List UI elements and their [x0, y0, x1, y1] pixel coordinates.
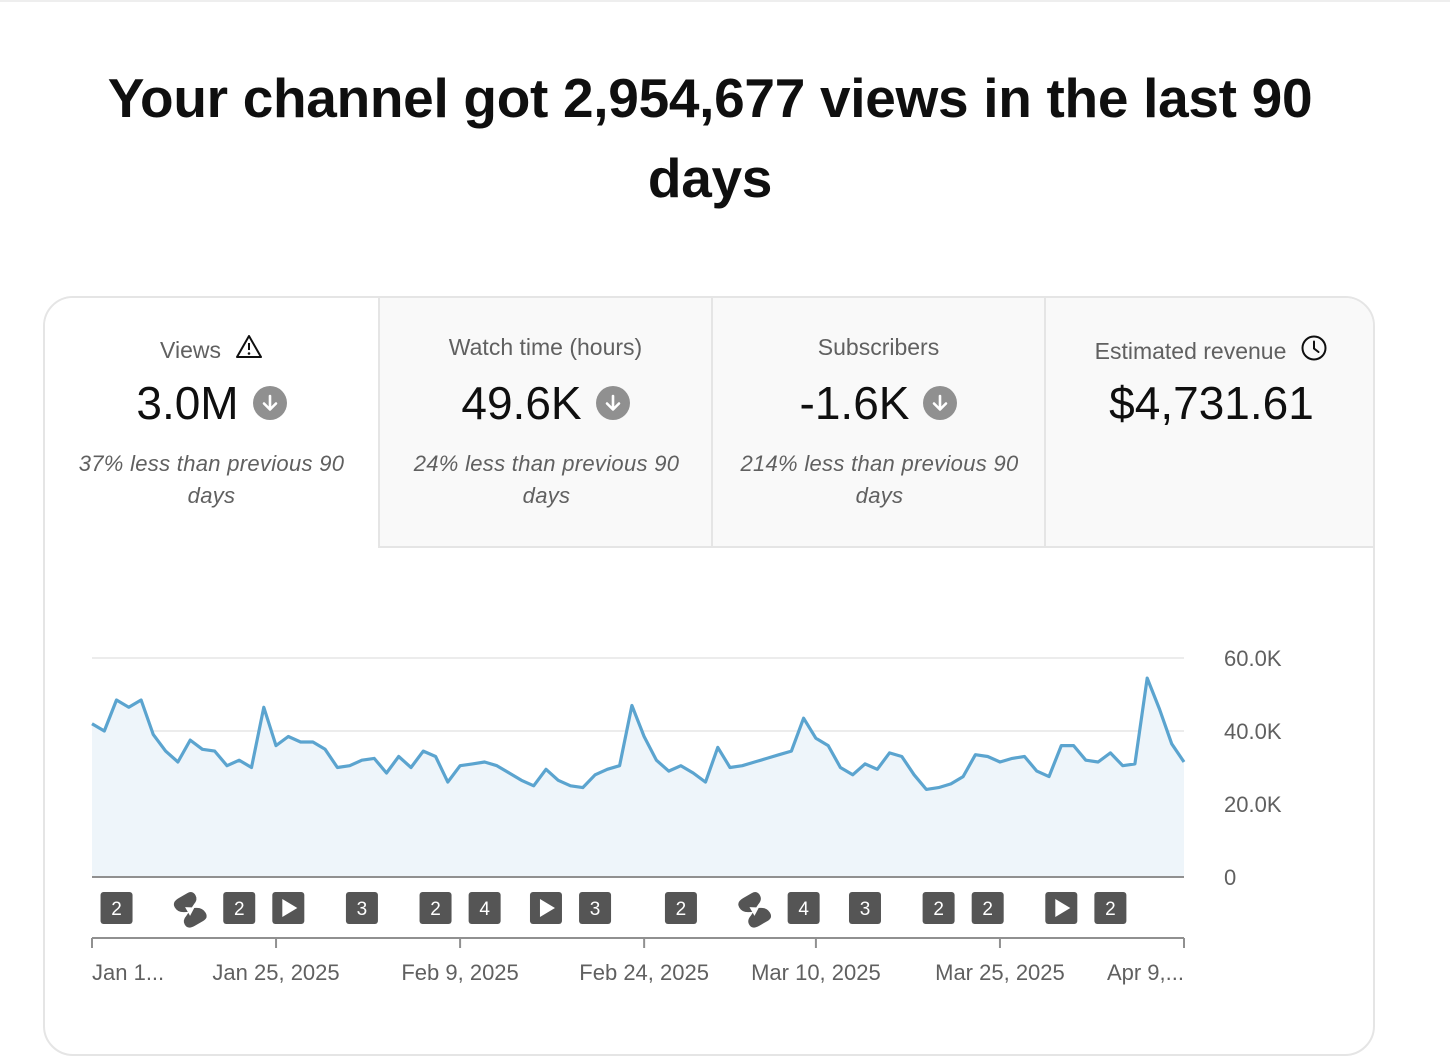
tab-label: Estimated revenue — [1094, 337, 1287, 364]
publish-count-label: 4 — [479, 899, 490, 920]
publish-count-marker[interactable]: 3 — [345, 892, 378, 924]
x-tick-label: Mar 10, 2025 — [751, 960, 881, 985]
publish-count-label: 2 — [234, 899, 245, 920]
publish-count-label: 4 — [798, 899, 809, 920]
views-area — [92, 678, 1184, 877]
publish-count-marker[interactable]: 2 — [922, 892, 955, 924]
x-tick-label: Feb 9, 2025 — [401, 960, 518, 985]
video-published-icon[interactable] — [529, 892, 562, 924]
shorts-published-icon[interactable] — [172, 890, 209, 930]
tab-comparison: 24% less than previous 90 days — [413, 451, 680, 508]
warning-icon[interactable] — [235, 334, 263, 366]
publish-count-label: 2 — [982, 899, 993, 920]
publish-count-marker[interactable]: 2 — [971, 892, 1004, 924]
page-headline: Your channel got 2,954,677 views in the … — [107, 67, 1313, 209]
y-tick-label: 20.0K — [1224, 792, 1282, 817]
metric-tabs: Views 3.0M 37% less than previous 90 day… — [45, 298, 1373, 548]
video-published-icon[interactable] — [1045, 892, 1078, 924]
publish-count-marker[interactable]: 2 — [664, 892, 697, 924]
tab-label: Subscribers — [817, 334, 940, 360]
publish-count-label: 3 — [860, 899, 871, 920]
views-chart-svg: 60.0K 40.0K 20.0K 0 2 2 3 2 4 3 2 4 3 2 2 2 Jan 1... Jan … — [91, 646, 1282, 985]
y-tick-label: 60.0K — [1224, 646, 1282, 671]
x-tick-label: Apr 9,... — [1107, 960, 1184, 985]
publish-count-label: 2 — [111, 899, 122, 920]
x-tick-label: Feb 24, 2025 — [579, 960, 709, 985]
publish-count-marker[interactable]: 2 — [100, 892, 133, 924]
publish-count-marker[interactable]: 2 — [223, 892, 256, 924]
publish-count-marker[interactable]: 3 — [848, 892, 881, 924]
arrow-down-icon — [252, 386, 287, 420]
publish-count-label: 2 — [1105, 899, 1116, 920]
tab-value: -1.6K — [799, 377, 910, 429]
video-published-icon[interactable] — [272, 892, 305, 924]
publish-count-label: 3 — [590, 899, 601, 920]
publish-count-marker[interactable]: 3 — [579, 892, 612, 924]
tab-watch-time[interactable]: Watch time (hours) 49.6K 24% less than p… — [378, 298, 711, 548]
tab-label: Views — [160, 336, 221, 363]
publish-count-label: 2 — [430, 899, 441, 920]
arrow-down-icon — [595, 386, 630, 420]
x-tick-label: Jan 1... — [92, 960, 164, 985]
shorts-published-icon[interactable] — [736, 890, 773, 930]
x-tick-label: Jan 25, 2025 — [212, 960, 339, 985]
publish-count-marker[interactable]: 4 — [468, 892, 501, 924]
publish-count-label: 2 — [933, 899, 944, 920]
y-tick-label: 40.0K — [1224, 719, 1282, 744]
clock-icon[interactable] — [1300, 334, 1328, 368]
y-tick-label: 0 — [1224, 865, 1236, 890]
top-divider — [0, 0, 1450, 2]
tab-views[interactable]: Views 3.0M 37% less than previous 90 day… — [45, 298, 378, 548]
x-tick-label: Mar 25, 2025 — [935, 960, 1065, 985]
publish-count-marker[interactable]: 2 — [1094, 892, 1127, 924]
analytics-card: Views 3.0M 37% less than previous 90 day… — [43, 296, 1375, 1056]
tab-value: 3.0M — [136, 377, 239, 429]
tab-comparison: 214% less than previous 90 days — [740, 451, 1019, 508]
tab-label: Watch time (hours) — [448, 334, 643, 360]
tab-estimated-revenue[interactable]: Estimated revenue $4,731.61 — [1044, 298, 1373, 548]
publish-count-label: 3 — [357, 899, 368, 920]
tab-value: $4,731.61 — [1109, 377, 1314, 429]
publish-count-label: 2 — [676, 899, 687, 920]
arrow-down-icon — [923, 386, 958, 420]
tab-value: 49.6K — [461, 377, 582, 429]
publish-count-marker[interactable]: 2 — [419, 892, 452, 924]
tab-subscribers[interactable]: Subscribers -1.6K 214% less than previou… — [711, 298, 1044, 548]
tab-comparison: 37% less than previous 90 days — [78, 451, 345, 508]
views-line — [91, 676, 1186, 791]
publish-count-marker[interactable]: 4 — [787, 892, 820, 924]
